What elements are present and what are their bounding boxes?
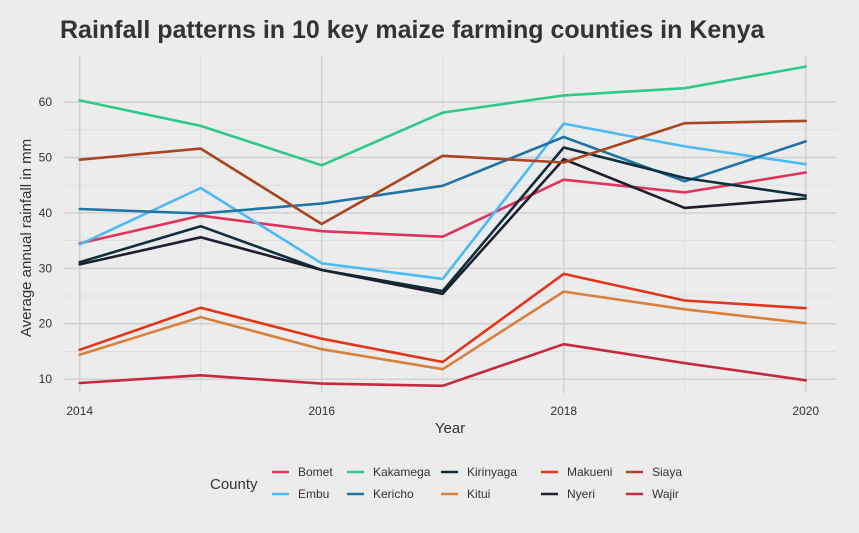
series-line-embu — [78, 122, 808, 281]
legend-label-bomet: Bomet — [298, 465, 333, 479]
legend-title: County — [210, 476, 258, 493]
x-tick-label: 2020 — [792, 404, 819, 418]
series-line-kericho — [78, 135, 808, 215]
x-tick-label: 2014 — [66, 404, 93, 418]
y-axis-title: Average annual rainfall in mm — [18, 139, 35, 337]
legend-label-nyeri: Nyeri — [567, 487, 595, 501]
series-line-wajir — [78, 342, 808, 388]
legend-label-wajir: Wajir — [652, 487, 679, 501]
y-tick-label: 20 — [39, 317, 53, 331]
y-tick-label: 30 — [39, 261, 53, 275]
y-tick-label: 40 — [39, 206, 53, 220]
legend-label-siaya: Siaya — [652, 465, 682, 479]
x-tick-label: 2018 — [550, 404, 577, 418]
y-tick-label: 10 — [39, 372, 53, 386]
series-line-bomet — [78, 171, 808, 245]
legend-label-kitui: Kitui — [467, 487, 490, 501]
legend-label-kericho: Kericho — [373, 487, 414, 501]
legend-label-makueni: Makueni — [567, 465, 612, 479]
chart-title: Rainfall patterns in 10 key maize farmin… — [60, 16, 765, 44]
series-line-makueni — [78, 272, 808, 364]
series-line-kitui — [78, 290, 808, 371]
series-line-kakamega — [78, 65, 808, 167]
series-line-siaya — [78, 119, 808, 226]
x-axis-title: Year — [435, 420, 465, 437]
axes: 2014 2016 2018 2020 10 20 30 40 50 60 — [39, 95, 820, 418]
legend: Bomet Embu Kakamega Kericho Kirinyaga Kitui Ma… — [272, 465, 682, 501]
y-tick-label: 60 — [39, 95, 53, 109]
series-line-nyeri — [78, 157, 808, 296]
series-line-kirinyaga — [78, 146, 808, 293]
series-lines — [78, 65, 808, 388]
y-tick-label: 50 — [39, 151, 53, 165]
legend-label-embu: Embu — [298, 487, 329, 501]
x-tick-label: 2016 — [308, 404, 335, 418]
legend-label-kakamega: Kakamega — [373, 465, 431, 479]
legend-label-kirinyaga: Kirinyaga — [467, 465, 517, 479]
